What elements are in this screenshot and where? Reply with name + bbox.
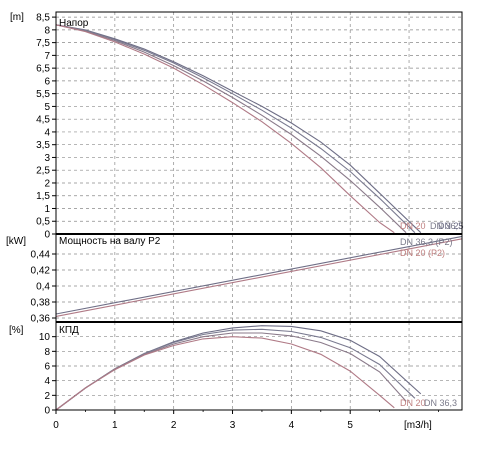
efficiency-unit-label: [%] (9, 325, 24, 336)
head-y-tick-label: 0,5 (36, 217, 50, 228)
x-tick-label: 2 (171, 420, 177, 431)
efficiency-series-label: DN 20 (400, 398, 426, 408)
head-series-label: DN 20 (400, 221, 426, 231)
head-y-tick-label: 2 (44, 178, 50, 189)
x-tick-label: 5 (347, 420, 353, 431)
eff-y-tick-label: 0 (44, 406, 50, 417)
power-y-tick-label: 0,4 (36, 282, 50, 293)
head-y-tick-label: 5 (44, 102, 50, 113)
x-tick-label: 1 (112, 420, 118, 431)
head-series-group (55, 24, 422, 234)
head-series-label: DN 36,3 (430, 221, 463, 231)
x-tick-label: 0 (53, 420, 59, 431)
head-y-tick-label: 6 (44, 76, 50, 87)
efficiency-series-label: DN 36,3 (424, 398, 457, 408)
efficiency-panel-title: КПД (59, 325, 79, 336)
series-line (55, 24, 416, 234)
head-y-tick-label: 3,5 (36, 140, 50, 151)
power-series-label: DN 36,3 (P2) (400, 237, 453, 247)
head-panel-title: Напор (59, 18, 89, 29)
head-unit-label: [m] (10, 12, 24, 23)
power-series-group (55, 235, 463, 317)
series-line (55, 336, 395, 411)
power-y-tick-label: 0,38 (31, 298, 51, 309)
head-series-label: DN 25 (438, 221, 464, 231)
head-y-tick-label: 3 (44, 153, 50, 164)
series-line (55, 24, 407, 234)
eff-y-tick-label: 2 (44, 391, 50, 402)
head-y-tick-label: 1,5 (36, 191, 50, 202)
power-y-ticks: 0,36 0,38 0,4 0,42 0,44 (31, 250, 56, 325)
head-y-tick-label: 2,5 (36, 166, 50, 177)
eff-y-tick-label: 6 (44, 362, 50, 373)
eff-y-tick-label: 8 (44, 347, 50, 358)
plot-frame (55, 11, 463, 411)
series-line (55, 24, 422, 234)
efficiency-series-group (55, 325, 422, 411)
head-panel: 0 0,5 1 1,5 22,5 3 3,5 44,5 5 5,5 66,5 7 7,5 88,5 [m]… (10, 12, 464, 241)
power-y-tick-label: 0,42 (31, 266, 51, 277)
head-y-ticks: 0 0,5 1 1,5 22,5 3 3,5 44,5 5 5,5 66,5 7 7,5 88,5 (36, 13, 56, 241)
head-y-tick-label: 7 (44, 51, 50, 62)
head-y-tick-label: 8,5 (36, 13, 50, 24)
power-panel-title: Мощность на валу P2 (59, 236, 161, 247)
power-series-label: DN 20 (P2) (400, 248, 445, 258)
efficiency-grid (56, 322, 462, 410)
x-axis-unit-label: [m3/h] (404, 420, 432, 431)
head-y-tick-label: 1 (44, 204, 50, 215)
series-line (55, 238, 463, 317)
x-tick-label: 3 (230, 420, 236, 431)
series-line (55, 332, 407, 411)
head-y-tick-label: 6,5 (36, 64, 50, 75)
power-y-tick-label: 0,44 (31, 250, 51, 261)
head-y-tick-label: 4,5 (36, 115, 50, 126)
series-line (55, 235, 463, 315)
efficiency-y-ticks: 0 2 4 6 8 10 (39, 332, 56, 417)
head-y-tick-label: 8 (44, 25, 50, 36)
power-panel: 0,36 0,38 0,4 0,42 0,44 [kW] Мощность на вал… (6, 234, 463, 325)
head-y-tick-label: 7,5 (36, 38, 50, 49)
eff-y-tick-label: 4 (44, 376, 50, 387)
power-y-tick-label: 0,36 (31, 314, 51, 325)
head-y-tick-label: 4 (44, 127, 50, 138)
power-series-labels: DN 36,3 (P2)DN 20 (P2) (400, 237, 453, 258)
eff-y-tick-label: 10 (39, 332, 51, 343)
power-grid (56, 234, 462, 322)
power-unit-label: [kW] (6, 236, 26, 247)
series-line (55, 24, 395, 234)
x-tick-label: 4 (289, 420, 295, 431)
head-series-labels: DN 20 DN 36,3DN 25 (400, 221, 464, 231)
head-y-tick-label: 0 (44, 230, 50, 241)
head-y-tick-label: 5,5 (36, 89, 50, 100)
